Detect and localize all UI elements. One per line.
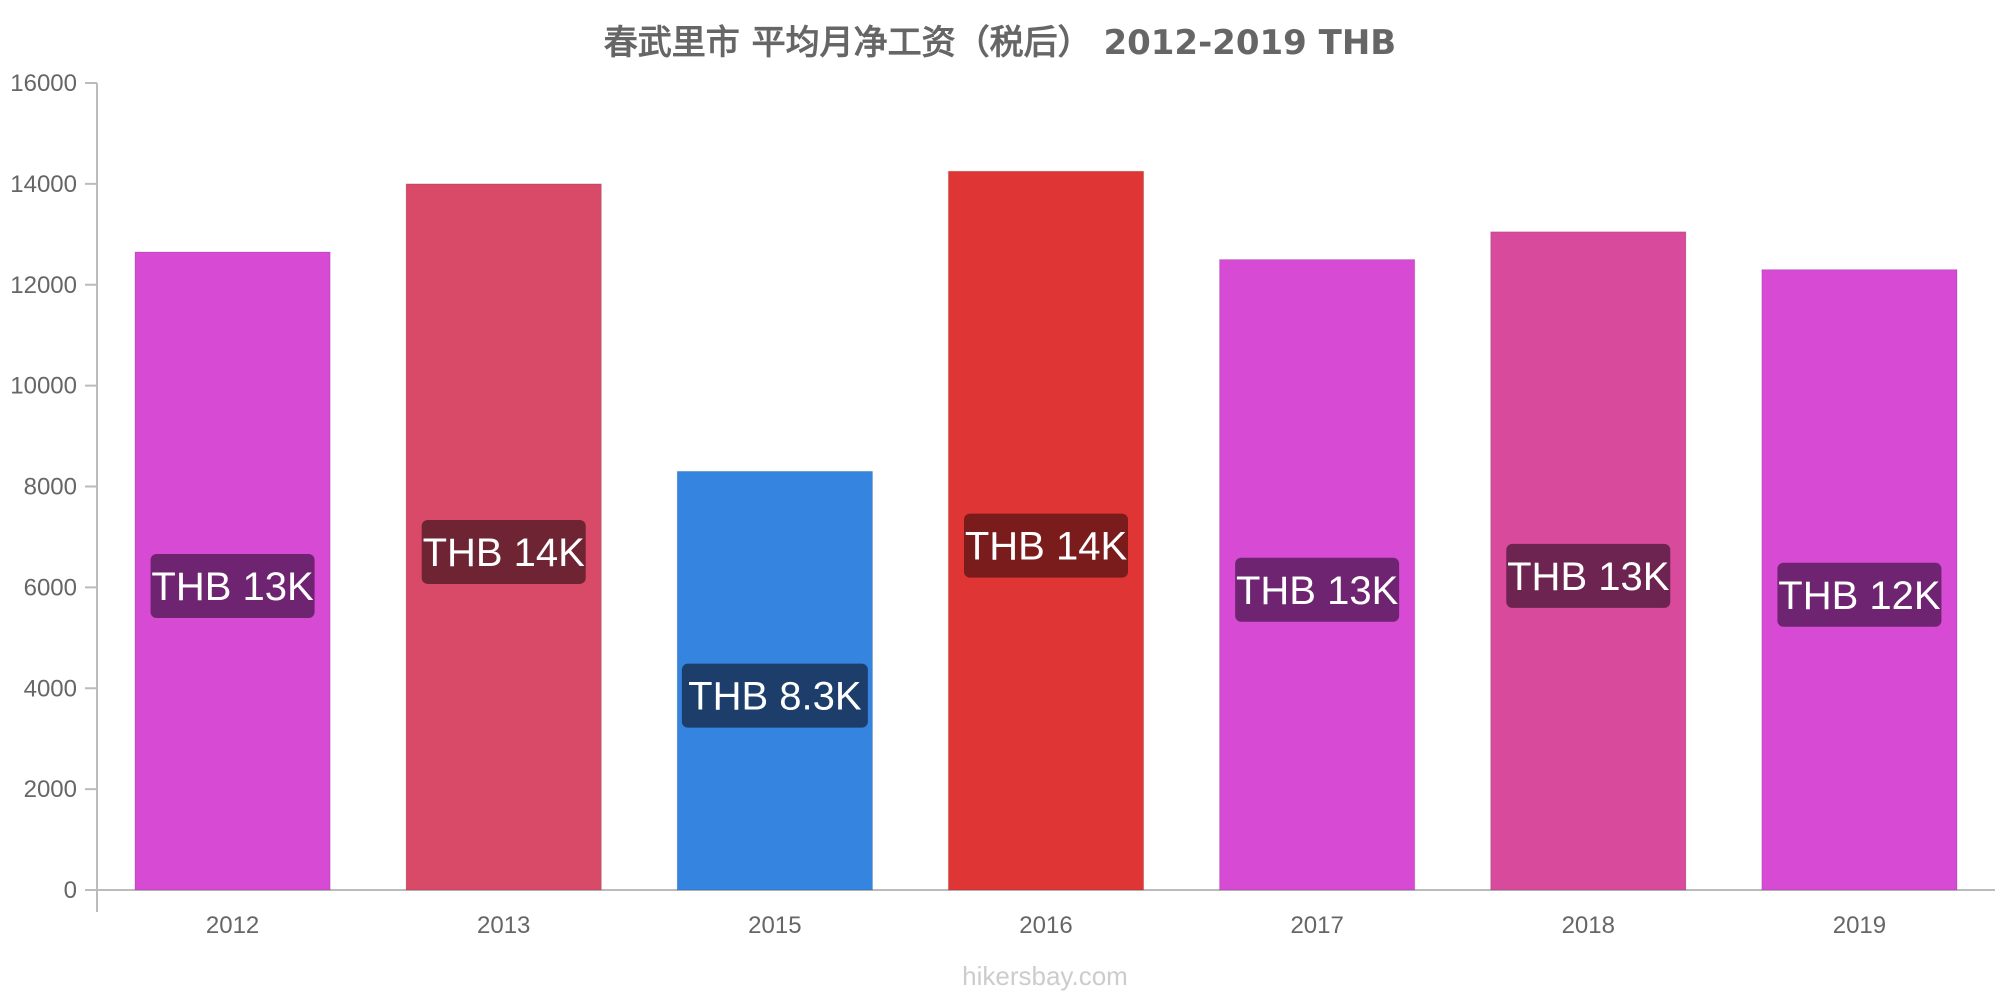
y-tick-label: 4000 bbox=[24, 675, 77, 702]
x-tick-label: 2012 bbox=[206, 912, 259, 939]
data-label-box bbox=[964, 513, 1128, 578]
y-axis-ticks: 0 2000 4000 6000 8000 10000 12000 14000 16000 bbox=[10, 70, 97, 904]
x-tick-label: 2017 bbox=[1290, 912, 1343, 939]
chart-title: 春武里市 平均月净工资（税后） 2012-2019 THB bbox=[604, 23, 1396, 63]
data-label-box bbox=[681, 663, 868, 728]
data-label-box bbox=[421, 519, 586, 584]
data-label: THB 13K bbox=[1236, 569, 1399, 613]
data-label: THB 8.3K bbox=[688, 675, 862, 719]
y-tick-label: 8000 bbox=[24, 474, 77, 501]
y-tick-label: 12000 bbox=[10, 272, 77, 299]
data-label: THB 13K bbox=[151, 565, 314, 609]
data-label: THB 14K bbox=[965, 525, 1128, 569]
data-label-box bbox=[1777, 562, 1942, 627]
x-tick-label: 2015 bbox=[748, 912, 801, 939]
bars: THB 13K THB 14K THB 8.3K THB 14K THB 13K THB … bbox=[134, 170, 1958, 891]
y-tick-label: 16000 bbox=[10, 70, 77, 97]
data-label-box bbox=[1235, 557, 1400, 622]
data-label-box bbox=[150, 553, 315, 618]
watermark: hikersbay.com bbox=[962, 961, 1128, 991]
y-tick-label: 6000 bbox=[24, 574, 77, 601]
x-tick-label: 2019 bbox=[1833, 912, 1886, 939]
y-tick-label: 14000 bbox=[10, 171, 77, 198]
data-label: THB 13K bbox=[1507, 555, 1670, 599]
x-tick-label: 2016 bbox=[1019, 912, 1072, 939]
y-tick-label: 10000 bbox=[10, 373, 77, 400]
x-tick-label: 2018 bbox=[1562, 912, 1615, 939]
y-tick-label: 2000 bbox=[24, 776, 77, 803]
y-tick-label: 0 bbox=[64, 877, 77, 904]
x-axis-ticks: 2012 2013 2015 2016 2017 2018 2019 bbox=[206, 912, 1886, 939]
data-label: THB 12K bbox=[1778, 574, 1941, 618]
data-label-box bbox=[1506, 543, 1671, 608]
data-label: THB 14K bbox=[423, 531, 586, 575]
x-tick-label: 2013 bbox=[477, 912, 530, 939]
